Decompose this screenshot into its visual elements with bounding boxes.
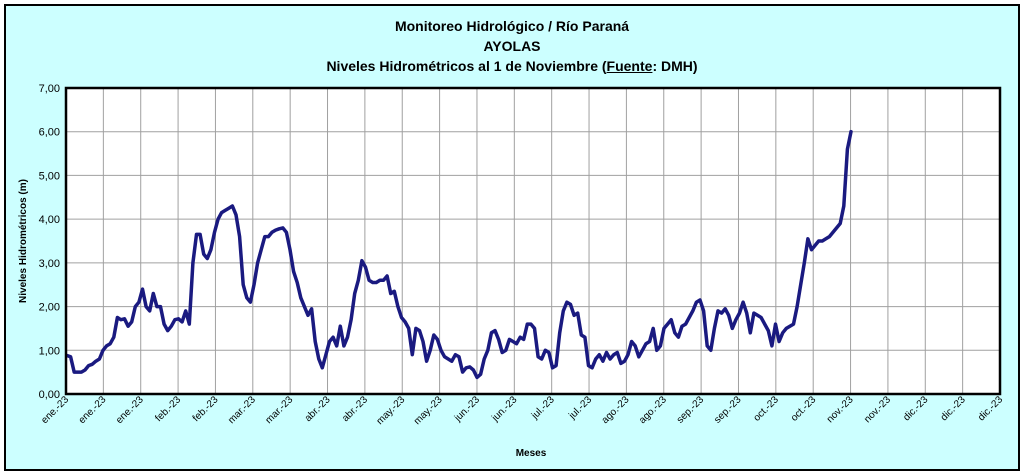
- x-tick-label: nov.-23: [862, 394, 893, 425]
- x-tick-label: dic.-23: [976, 394, 1005, 423]
- chart-subtitle-2: Niveles Hidrométricos al 1 de Noviembre …: [6, 56, 1018, 76]
- y-tick-label: 1,00: [39, 345, 60, 357]
- x-tick-label: jul.-23: [566, 394, 594, 422]
- plot-border: [64, 86, 1002, 396]
- y-axis-label: Niveles Hidrométricos (m): [18, 179, 29, 303]
- series-line: [65, 129, 853, 380]
- x-tick-label: mar.-23: [226, 394, 258, 426]
- x-tick-label: mar.-23: [264, 394, 296, 426]
- x-tick-label: ago.-23: [637, 394, 669, 426]
- x-tick-label: jul.-23: [529, 394, 557, 422]
- y-tick-labels: 0,00 1,00 2,00 3,00 4,00 5,00 6,00 7,00: [39, 83, 60, 401]
- x-tick-label: jun.-23: [452, 394, 482, 424]
- x-tick-label: oct.-23: [789, 394, 819, 424]
- x-tick-label: may.-23: [412, 394, 445, 427]
- x-tick-label: feb.-23: [153, 394, 183, 424]
- x-axis-label: Meses: [516, 448, 547, 459]
- x-tick-label: abr.-23: [303, 394, 333, 424]
- chart-title: Monitoreo Hidrológico / Río Paraná: [394, 18, 630, 34]
- x-tick-label: may.-23: [375, 394, 408, 427]
- x-tick-label: ene.-23: [77, 394, 109, 426]
- y-tick-label: 3,00: [39, 258, 60, 270]
- subtitle2-pre: Niveles Hidrométricos al 1 de Noviembre …: [326, 58, 607, 74]
- plot-area: [66, 88, 1000, 394]
- subtitle2-post: : DMH): [652, 58, 698, 74]
- chart-subtitle: AYOLAS: [483, 38, 541, 54]
- x-tick-label: feb.-23: [191, 394, 221, 424]
- x-tick-label: jun.-23: [489, 394, 519, 424]
- x-tick-label: sep.-23: [675, 394, 707, 426]
- y-tick-label: 6,00: [39, 127, 60, 139]
- y-tick-label: 4,00: [39, 214, 60, 226]
- x-tick-label: sep.-23: [712, 394, 744, 426]
- x-tick-label: oct.-23: [752, 394, 782, 424]
- y-tick-label: 0,00: [39, 389, 60, 401]
- chart-titles: Monitoreo Hidrológico / Río Paraná AYOLA…: [6, 16, 1018, 76]
- x-tick-label: abr.-23: [340, 394, 370, 424]
- x-tick-label: dic.-23: [939, 394, 968, 423]
- source-word: Fuente: [606, 58, 653, 74]
- x-tick-label: ago.-23: [600, 394, 632, 426]
- x-tick-label: nov.-23: [825, 394, 856, 425]
- x-tick-labels: ene.-23 ene.-23 ene.-23 feb.-23 feb.-23 mar.-…: [39, 394, 1005, 427]
- x-tick-label: ene.-23: [114, 394, 146, 426]
- y-tick-label: 2,00: [39, 302, 60, 314]
- y-tick-label: 7,00: [39, 83, 60, 95]
- x-tick-label: dic.-23: [901, 394, 930, 423]
- y-tick-label: 5,00: [39, 170, 60, 182]
